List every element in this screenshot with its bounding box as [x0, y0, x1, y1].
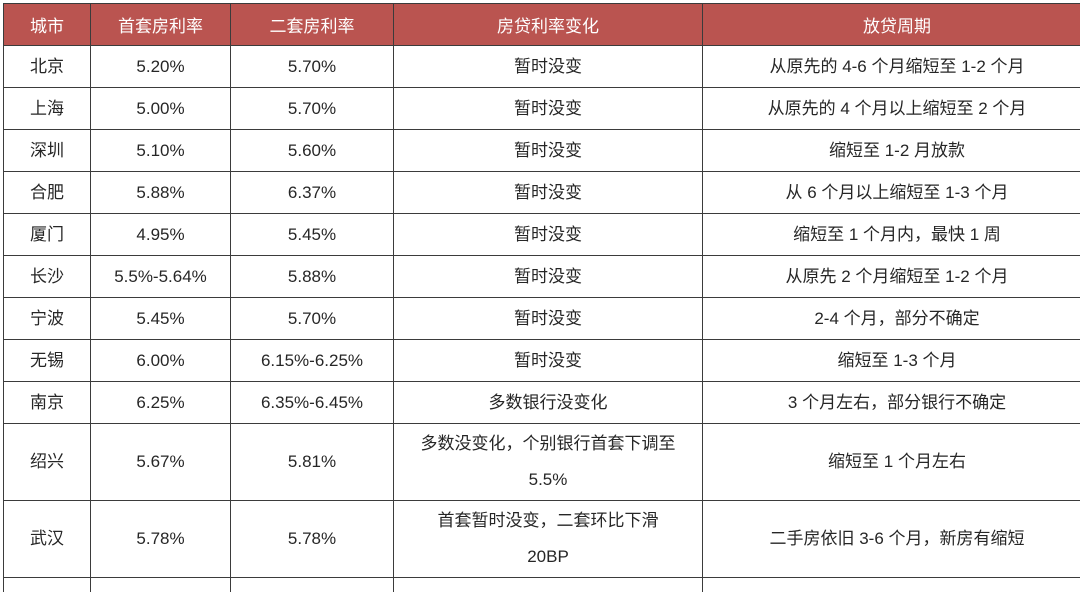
cell-city: 无锡: [3, 339, 91, 382]
table-row: 深圳 5.10% 5.60% 暂时没变 缩短至 1-2 月放款: [3, 129, 1080, 172]
cell-lending-cycle: 缩短至 1 个月内，最快 1 周: [702, 213, 1080, 256]
cell-second-home-rate: 5.70%: [230, 45, 394, 88]
cell-city: 绍兴: [3, 423, 91, 501]
cell-second-home-rate: 5.60%: [230, 129, 394, 172]
cell-first-home-rate: 5.10%: [90, 129, 231, 172]
cell-rate-change: 暂时没变: [393, 45, 703, 88]
cell-second-home-rate: [230, 577, 394, 592]
cell-first-home-rate: 5.20%: [90, 45, 231, 88]
cell-rate-change: 多数银行没变化: [393, 381, 703, 424]
mortgage-rate-table-container: 城市 首套房利率 二套房利率 房贷利率变化 放贷周期 北京 5.20% 5.70…: [3, 3, 1080, 592]
header-row: 城市 首套房利率 二套房利率 房贷利率变化 放贷周期: [3, 3, 1080, 46]
cell-first-home-rate: 5.00%: [90, 87, 231, 130]
partial-table-row: [3, 577, 1080, 592]
column-header-first-home-rate: 首套房利率: [90, 3, 231, 46]
table-row: 长沙 5.5%-5.64% 5.88% 暂时没变 从原先 2 个月缩短至 1-2…: [3, 255, 1080, 298]
table-row: 绍兴 5.67% 5.81% 多数没变化，个别银行首套下调至 5.5% 缩短至 …: [3, 423, 1080, 501]
cell-second-home-rate: 6.15%-6.25%: [230, 339, 394, 382]
cell-city: 深圳: [3, 129, 91, 172]
cell-city: [3, 577, 91, 592]
cell-rate-change: [393, 577, 703, 592]
cell-second-home-rate: 5.45%: [230, 213, 394, 256]
table-row: 宁波 5.45% 5.70% 暂时没变 2-4 个月，部分不确定: [3, 297, 1080, 340]
cell-lending-cycle: 缩短至 1-3 个月: [702, 339, 1080, 382]
cell-city: 合肥: [3, 171, 91, 214]
cell-second-home-rate: 6.35%-6.45%: [230, 381, 394, 424]
cell-lending-cycle: [702, 577, 1080, 592]
cell-city: 上海: [3, 87, 91, 130]
cell-first-home-rate: 6.00%: [90, 339, 231, 382]
cell-rate-change: 暂时没变: [393, 171, 703, 214]
column-header-rate-change: 房贷利率变化: [393, 3, 703, 46]
cell-first-home-rate: 5.5%-5.64%: [90, 255, 231, 298]
cell-first-home-rate: 5.78%: [90, 500, 231, 578]
cell-lending-cycle: 从 6 个月以上缩短至 1-3 个月: [702, 171, 1080, 214]
column-header-second-home-rate: 二套房利率: [230, 3, 394, 46]
table-row: 厦门 4.95% 5.45% 暂时没变 缩短至 1 个月内，最快 1 周: [3, 213, 1080, 256]
cell-city: 宁波: [3, 297, 91, 340]
cell-lending-cycle: 缩短至 1 个月左右: [702, 423, 1080, 501]
table-row: 武汉 5.78% 5.78% 首套暂时没变，二套环比下滑 20BP 二手房依旧 …: [3, 500, 1080, 578]
cell-first-home-rate: [90, 577, 231, 592]
cell-rate-change: 暂时没变: [393, 87, 703, 130]
cell-first-home-rate: 6.25%: [90, 381, 231, 424]
cell-lending-cycle: 二手房依旧 3-6 个月，新房有缩短: [702, 500, 1080, 578]
table-body: 北京 5.20% 5.70% 暂时没变 从原先的 4-6 个月缩短至 1-2 个…: [3, 45, 1080, 578]
cell-rate-change: 首套暂时没变，二套环比下滑 20BP: [393, 500, 703, 578]
table-row: 上海 5.00% 5.70% 暂时没变 从原先的 4 个月以上缩短至 2 个月: [3, 87, 1080, 130]
cell-first-home-rate: 4.95%: [90, 213, 231, 256]
partial-row-body: [3, 577, 1080, 592]
cell-lending-cycle: 3 个月左右，部分银行不确定: [702, 381, 1080, 424]
cell-rate-change: 暂时没变: [393, 213, 703, 256]
mortgage-rate-table: 城市 首套房利率 二套房利率 房贷利率变化 放贷周期 北京 5.20% 5.70…: [3, 3, 1080, 592]
cell-lending-cycle: 2-4 个月，部分不确定: [702, 297, 1080, 340]
cell-first-home-rate: 5.45%: [90, 297, 231, 340]
cell-second-home-rate: 6.37%: [230, 171, 394, 214]
cell-first-home-rate: 5.67%: [90, 423, 231, 501]
table-row: 无锡 6.00% 6.15%-6.25% 暂时没变 缩短至 1-3 个月: [3, 339, 1080, 382]
table-header: 城市 首套房利率 二套房利率 房贷利率变化 放贷周期: [3, 3, 1080, 46]
cell-first-home-rate: 5.88%: [90, 171, 231, 214]
cell-second-home-rate: 5.70%: [230, 297, 394, 340]
cell-rate-change: 暂时没变: [393, 129, 703, 172]
cell-lending-cycle: 从原先的 4 个月以上缩短至 2 个月: [702, 87, 1080, 130]
cell-second-home-rate: 5.88%: [230, 255, 394, 298]
cell-second-home-rate: 5.78%: [230, 500, 394, 578]
cell-city: 北京: [3, 45, 91, 88]
cell-second-home-rate: 5.70%: [230, 87, 394, 130]
column-header-lending-cycle: 放贷周期: [702, 3, 1080, 46]
table-row: 南京 6.25% 6.35%-6.45% 多数银行没变化 3 个月左右，部分银行…: [3, 381, 1080, 424]
cell-city: 南京: [3, 381, 91, 424]
cell-rate-change: 暂时没变: [393, 255, 703, 298]
cell-lending-cycle: 从原先的 4-6 个月缩短至 1-2 个月: [702, 45, 1080, 88]
cell-rate-change: 多数没变化，个别银行首套下调至 5.5%: [393, 423, 703, 501]
table-row: 北京 5.20% 5.70% 暂时没变 从原先的 4-6 个月缩短至 1-2 个…: [3, 45, 1080, 88]
cell-city: 长沙: [3, 255, 91, 298]
table-row: 合肥 5.88% 6.37% 暂时没变 从 6 个月以上缩短至 1-3 个月: [3, 171, 1080, 214]
cell-second-home-rate: 5.81%: [230, 423, 394, 501]
cell-city: 厦门: [3, 213, 91, 256]
column-header-city: 城市: [3, 3, 91, 46]
cell-lending-cycle: 从原先 2 个月缩短至 1-2 个月: [702, 255, 1080, 298]
cell-lending-cycle: 缩短至 1-2 月放款: [702, 129, 1080, 172]
cell-rate-change: 暂时没变: [393, 297, 703, 340]
cell-rate-change: 暂时没变: [393, 339, 703, 382]
cell-city: 武汉: [3, 500, 91, 578]
